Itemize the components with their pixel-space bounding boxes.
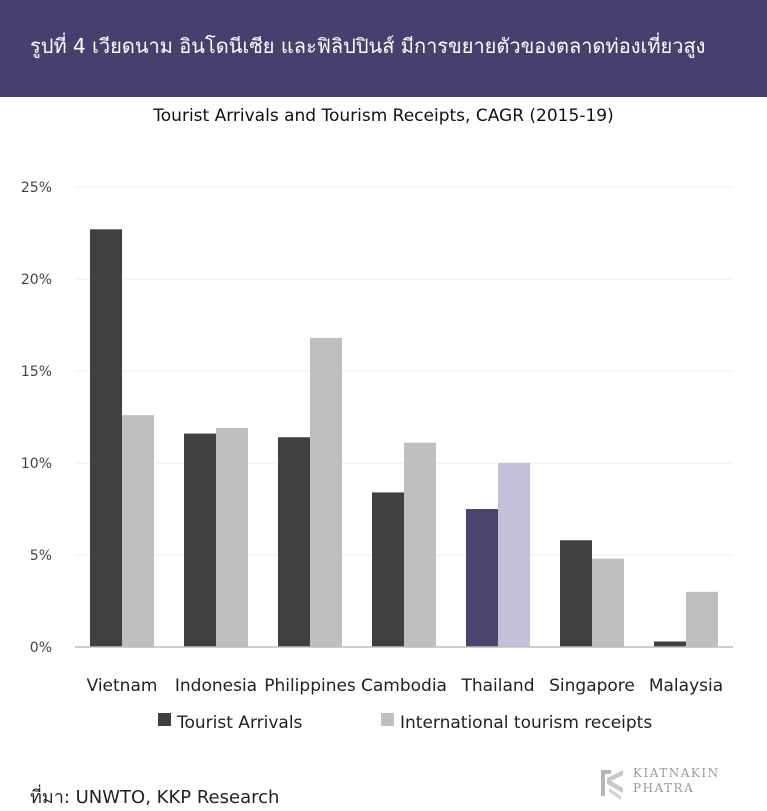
- logo-text-line1: KIATNAKIN: [633, 766, 720, 780]
- legend-label: Tourist Arrivals: [176, 713, 303, 733]
- bar: [466, 509, 498, 647]
- bar: [122, 415, 154, 647]
- figure-title: รูปที่ 4 เวียดนาม อินโดนีเซีย และฟิลิปปิ…: [30, 34, 706, 58]
- bar: [90, 229, 122, 647]
- kiatnakin-phatra-logo-icon: [601, 770, 623, 800]
- bar: [278, 437, 310, 647]
- bar: [654, 641, 686, 647]
- x-tick-label: Philippines: [264, 676, 356, 696]
- bar: [404, 442, 436, 647]
- legend-swatch: [381, 713, 394, 726]
- logo-text-line2: PHATRA: [633, 781, 695, 795]
- source-note: ที่มา: UNWTO, KKP Research: [30, 787, 280, 808]
- bar-chart: 0% 5% 10% 15% 20% 25% Vietnam Indonesia Philippi…: [21, 180, 733, 733]
- bar: [498, 463, 530, 647]
- y-tick-label: 25%: [21, 180, 52, 196]
- bar: [686, 591, 718, 647]
- x-tick-label: Singapore: [549, 676, 635, 696]
- legend-swatch: [158, 713, 171, 726]
- y-tick-label: 20%: [21, 272, 52, 288]
- x-tick-label: Malaysia: [649, 676, 723, 696]
- x-tick-label: Indonesia: [175, 676, 257, 696]
- bar: [216, 428, 248, 647]
- company-logo: KIATNAKIN PHATRA: [597, 764, 737, 804]
- y-tick-label: 0%: [30, 640, 52, 656]
- y-tick-label: 10%: [21, 456, 52, 472]
- x-tick-label: Vietnam: [87, 676, 158, 696]
- x-tick-label: Thailand: [460, 676, 534, 696]
- bar: [310, 337, 342, 647]
- y-tick-label: 5%: [30, 548, 52, 564]
- bar: [372, 492, 404, 647]
- y-tick-label: 15%: [21, 364, 52, 380]
- bar: [560, 540, 592, 647]
- legend-label: International tourism receipts: [400, 713, 652, 733]
- x-tick-label: Cambodia: [361, 676, 447, 696]
- bar: [184, 433, 216, 647]
- header-banner: รูปที่ 4 เวียดนาม อินโดนีเซีย และฟิลิปปิ…: [0, 0, 767, 97]
- chart-title: Tourist Arrivals and Tourism Receipts, C…: [153, 106, 614, 126]
- bar: [592, 558, 624, 647]
